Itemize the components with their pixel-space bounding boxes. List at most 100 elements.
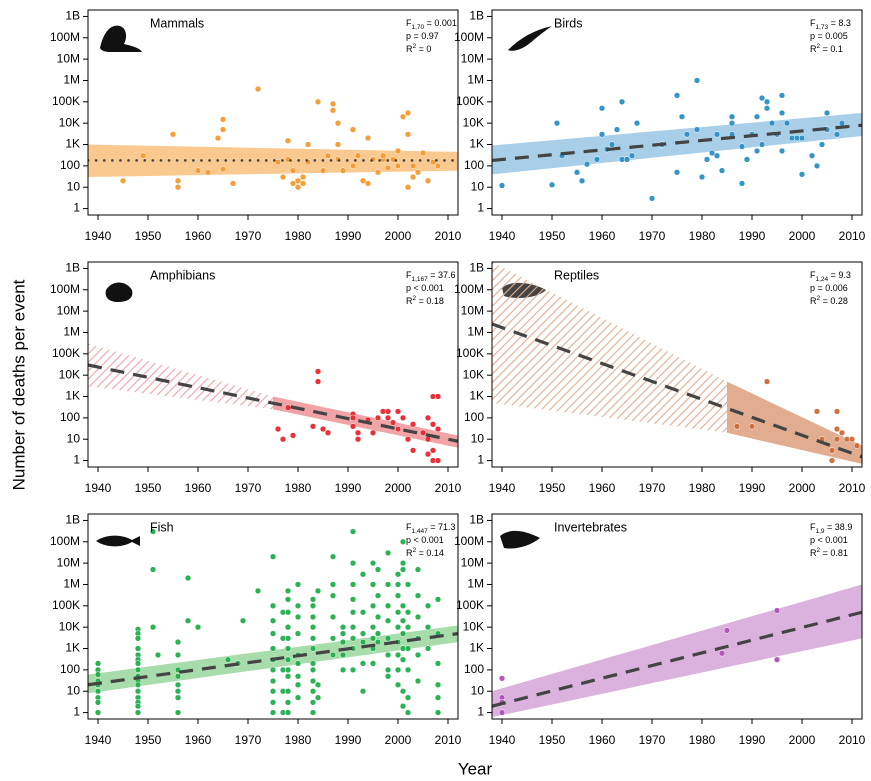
stat-text: p < 0.001 [406,535,444,545]
data-point [319,167,327,174]
data-point [359,630,367,637]
data-point [833,425,841,433]
y-tick-label: 10K [463,619,484,633]
data-point [309,602,317,609]
y-tick-label: 1K [469,137,484,151]
data-point [404,645,412,652]
data-point [394,571,402,578]
data-point [823,109,831,117]
data-point [394,666,402,674]
y-tick-label: 10K [463,115,484,129]
data-point [284,137,292,144]
data-point [309,660,317,667]
stat-sub: 1,9 [816,528,825,535]
x-tick-label: 1960 [589,481,616,495]
stat-text: F [810,270,816,280]
stat-rest: = 0.1 [820,44,843,54]
data-point [424,624,432,631]
data-point [239,617,247,624]
plot-area [492,77,862,202]
data-point [359,609,367,616]
x-tick-label: 2010 [839,481,866,495]
data-point [384,617,392,624]
data-point [349,635,357,642]
x-tick-label: 1990 [335,481,362,495]
stat-text: p = 0.005 [810,31,848,41]
stat-rest: = 38.9 [825,522,853,532]
data-point [429,421,437,428]
data-point [149,566,157,573]
data-point [349,581,357,588]
data-point [294,184,302,191]
data-point [174,651,182,659]
data-point [334,141,342,148]
data-point [149,624,157,631]
data-point [838,429,846,436]
data-point [134,645,142,652]
data-point [498,182,506,189]
x-tick-label: 1940 [489,229,516,243]
data-point [274,425,282,433]
data-point [698,173,706,181]
y-tick-label: 1K [469,641,484,655]
stat-text: R [406,296,413,306]
stat-line: F1,73 = 8.3 [810,18,851,31]
data-point [359,177,367,184]
data-point [783,120,791,127]
stat-text: F [810,522,816,532]
x-tick-label: 1970 [235,481,262,495]
x-tick-label: 1970 [639,481,666,495]
data-point [713,152,721,159]
y-tick-label: 10M [57,51,80,65]
y-tick-label: 10K [463,367,484,381]
y-tick-label: 10K [59,619,80,633]
data-point [309,645,317,652]
data-point [424,436,432,443]
data-point [369,602,377,609]
data-point [758,94,766,102]
y-tick-label: 1M [63,73,80,87]
data-point [394,581,402,588]
stat-rest: = 0.28 [820,296,848,306]
data-point [314,378,322,385]
data-point [309,699,317,706]
x-tick-label: 2000 [385,733,412,747]
data-point [838,120,846,127]
stat-line: R2 = 0.1 [810,43,843,54]
data-point [379,152,387,159]
plot-area [492,262,862,464]
data-point [334,120,342,127]
data-point [848,436,856,443]
stat-line: F1,167 = 37.6 [406,270,456,283]
data-point [399,630,407,637]
panel-title: Birds [554,16,582,30]
data-point [758,141,766,148]
y-tick-label: 10M [461,303,484,317]
panel: 1 10 100 1K 10K 100K 1M 10M 100M 1B 1940 1950 1960 19… [50,9,462,244]
data-point [94,660,102,667]
y-tick-label: 10M [57,555,80,569]
data-point [753,113,761,120]
y-tick-label: 100 [464,158,484,172]
data-point [369,624,377,631]
data-point [434,681,442,688]
data-point [269,645,277,652]
data-point [608,141,616,148]
data-point [738,143,746,150]
x-tick-label: 1970 [639,733,666,747]
data-point [409,447,417,454]
data-point [394,624,402,631]
data-point [374,638,382,646]
panel: 1 10 100 1K 10K 100K 1M 10M 100M 1B 1940 1950 1960 19… [454,9,866,244]
plot-frame [87,513,459,720]
data-point [359,638,367,646]
y-tick-label: 1 [477,453,484,467]
data-point [299,173,307,181]
icon-bird [508,26,552,51]
data-point [294,630,302,637]
x-tick-label: 1960 [185,229,212,243]
data-point [399,656,407,663]
data-point [269,666,277,674]
confidence-band [492,262,727,433]
data-point [414,169,422,176]
